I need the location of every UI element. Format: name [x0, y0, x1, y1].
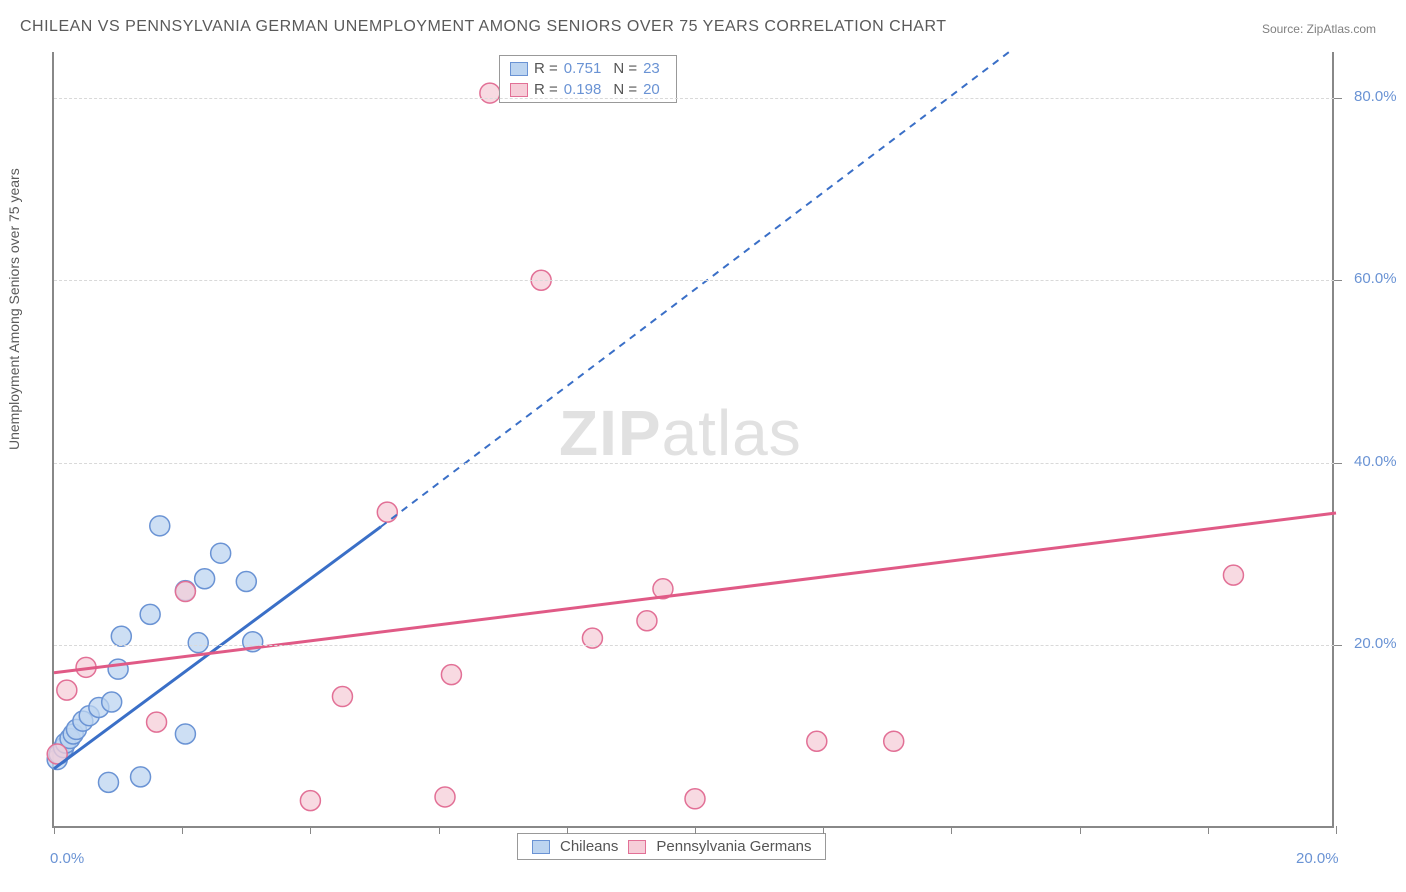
chileans-point	[195, 569, 215, 589]
correlation-legend: R = 0.751 N = 23 R = 0.198 N = 20	[499, 55, 677, 103]
chileans-point	[102, 692, 122, 712]
x-tick-label: 0.0%	[50, 850, 84, 867]
y-tick	[1334, 98, 1342, 99]
pennsylvania_germans-point	[480, 83, 500, 103]
r-label: R =	[534, 60, 558, 77]
y-tick	[1334, 463, 1342, 464]
gridline-h	[54, 98, 1334, 99]
n-label: N =	[613, 81, 637, 98]
n-label: N =	[613, 60, 637, 77]
chileans-point	[98, 772, 118, 792]
x-tick	[310, 826, 311, 834]
gridline-h	[54, 645, 1334, 646]
x-tick	[1336, 826, 1337, 834]
legend-label-chileans: Chileans	[560, 838, 618, 855]
pennsylvania_germans-point	[175, 582, 195, 602]
y-tick	[1334, 280, 1342, 281]
pennsylvania_germans-point	[1223, 565, 1243, 585]
pennsylvania_germans-point	[685, 789, 705, 809]
x-tick	[182, 826, 183, 834]
plot-area: ZIPatlas R =0.751N =23R =0.198N =20 Chil…	[52, 52, 1334, 828]
pennsylvania_germans-point	[57, 680, 77, 700]
x-tick	[695, 826, 696, 834]
y-tick	[1334, 645, 1342, 646]
x-tick	[1080, 826, 1081, 834]
chileans-point	[236, 572, 256, 592]
chart-title: CHILEAN VS PENNSYLVANIA GERMAN UNEMPLOYM…	[20, 18, 946, 36]
x-tick	[439, 826, 440, 834]
y-tick-label: 20.0%	[1354, 635, 1397, 652]
legend-swatch	[510, 83, 528, 97]
pennsylvania_germans-point	[807, 731, 827, 751]
chileans-point	[140, 604, 160, 624]
x-tick	[951, 826, 952, 834]
n-value: 20	[643, 81, 660, 98]
r-value: 0.198	[564, 81, 602, 98]
legend-swatch	[510, 62, 528, 76]
pennsylvania_germans-point	[637, 611, 657, 631]
legend-label-pennsylvania_germans: Pennsylvania Germans	[656, 838, 811, 855]
pennsylvania_germans-point	[884, 731, 904, 751]
pennsylvania_germans-point	[300, 791, 320, 811]
source-attribution: Source: ZipAtlas.com	[1262, 22, 1376, 36]
y-tick-label: 80.0%	[1354, 88, 1397, 105]
gridline-h	[54, 280, 1334, 281]
y-axis-label: Unemployment Among Seniors over 75 years	[6, 168, 22, 450]
chileans-point	[211, 543, 231, 563]
chileans-point	[111, 626, 131, 646]
pennsylvania_germans-point	[435, 787, 455, 807]
chileans-point	[188, 633, 208, 653]
legend-swatch	[532, 840, 550, 854]
r-label: R =	[534, 81, 558, 98]
x-tick	[567, 826, 568, 834]
n-value: 23	[643, 60, 660, 77]
pennsylvania_germans-trendline	[54, 513, 1336, 673]
legend-swatch	[628, 840, 646, 854]
pennsylvania_germans-point	[147, 712, 167, 732]
x-tick	[54, 826, 55, 834]
r-value: 0.751	[564, 60, 602, 77]
scatter-plot-svg	[54, 52, 1334, 826]
pennsylvania_germans-point	[441, 665, 461, 685]
pennsylvania_germans-point	[332, 687, 352, 707]
chileans-trendline-extrapolated	[381, 52, 1009, 527]
chileans-point	[175, 724, 195, 744]
chileans-point	[150, 516, 170, 536]
x-tick	[1208, 826, 1209, 834]
x-tick-label: 20.0%	[1296, 850, 1339, 867]
legend-row-chileans: R = 0.751 N = 23	[500, 58, 676, 79]
gridline-h	[54, 463, 1334, 464]
pennsylvania_germans-point	[377, 502, 397, 522]
y-tick-label: 60.0%	[1354, 270, 1397, 287]
x-tick	[823, 826, 824, 834]
chileans-point	[131, 767, 151, 787]
series-legend: Chileans Pennsylvania Germans	[517, 833, 826, 860]
y-tick-label: 40.0%	[1354, 453, 1397, 470]
chileans-point	[108, 659, 128, 679]
